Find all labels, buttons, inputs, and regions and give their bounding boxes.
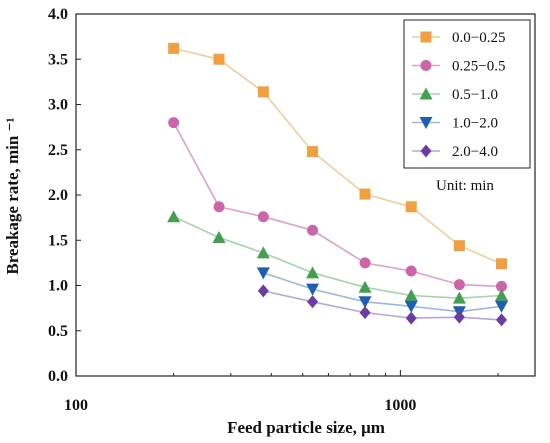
data-point: [453, 240, 465, 252]
data-point: [213, 201, 225, 213]
series-3: [167, 210, 509, 304]
data-point: [405, 311, 417, 325]
series-line: [172, 122, 502, 288]
y-tick-label: 0.5: [48, 323, 68, 340]
data-point: [168, 42, 180, 54]
data-point: [359, 257, 371, 269]
data-point: [359, 306, 371, 320]
legend-marker: [420, 144, 432, 158]
legend-label: 0.0−0.25: [452, 30, 505, 46]
y-tick-label: 1.0: [48, 278, 68, 295]
data-point: [212, 231, 226, 244]
data-point: [453, 279, 465, 291]
data-point: [495, 300, 509, 313]
legend-item: 1.0−2.0: [412, 116, 498, 132]
data-point: [307, 146, 319, 158]
data-point: [307, 295, 319, 309]
y-tick-label: 1.5: [48, 232, 68, 249]
series-2: [168, 117, 508, 292]
legend-label: 0.5−1.0: [452, 87, 498, 103]
data-point: [168, 117, 180, 129]
data-point: [496, 280, 508, 292]
legend-marker: [420, 31, 432, 43]
y-axis-title: Breakage rate, min ⁻¹: [3, 117, 22, 274]
data-point: [358, 296, 372, 309]
y-tick-label: 0.0: [48, 368, 68, 385]
data-point: [453, 310, 465, 324]
x-axis-title: Feed particle size, μm: [227, 418, 385, 437]
axis-ticks: 0.0 0.5 1.0 1.5 2.0 2.5 3.0 3.5 4.0 100 1000: [48, 6, 499, 414]
data-point: [404, 288, 418, 301]
data-point: [404, 300, 418, 313]
data-point: [256, 246, 270, 259]
data-point: [213, 53, 225, 65]
legend-item: 0.5−1.0: [412, 87, 498, 103]
series-line: [173, 47, 502, 265]
y-tick-label: 2.0: [48, 187, 68, 204]
legend-item: 0.0−0.25: [412, 30, 505, 46]
data-point: [306, 266, 320, 279]
data-point: [306, 283, 320, 296]
series-line: [263, 272, 502, 313]
data-point: [452, 291, 466, 304]
data-point: [405, 201, 417, 213]
y-tick-label: 3.0: [48, 97, 68, 114]
data-point: [256, 267, 270, 280]
data-point: [496, 258, 508, 270]
data-point: [307, 224, 319, 236]
y-tick-label: 4.0: [48, 6, 68, 23]
legend-item: 0.25−0.5: [412, 59, 505, 75]
series-4: [256, 267, 509, 319]
data-point: [495, 288, 509, 301]
legend-label: 1.0−2.0: [452, 116, 498, 132]
data-point: [257, 284, 269, 298]
legend-marker: [419, 87, 433, 100]
legend: 0.0−0.25 0.25−0.5 0.5−1.0 1.0−2.0 2.0−4.0: [403, 19, 531, 169]
data-point: [496, 313, 508, 327]
data-point: [257, 86, 269, 98]
legend-label: 2.0−4.0: [452, 144, 498, 160]
series-1: [168, 42, 508, 270]
series-line: [263, 290, 502, 321]
series-group: [167, 42, 509, 327]
data-point: [358, 280, 372, 293]
data-point: [359, 188, 371, 200]
legend-marker: [419, 117, 433, 129]
data-point: [257, 211, 269, 223]
legend-label: 0.25−0.5: [452, 59, 505, 75]
x-tick-label: 1000: [384, 397, 416, 414]
y-tick-label: 2.5: [48, 142, 68, 159]
legend-item: 2.0−4.0: [412, 144, 498, 160]
series-line: [173, 215, 502, 300]
series-5: [257, 284, 508, 327]
y-tick-label: 3.5: [48, 51, 68, 68]
data-point: [167, 210, 181, 223]
data-point: [405, 265, 417, 277]
unit-annotation: Unit: min: [436, 178, 494, 194]
legend-marker: [420, 60, 432, 71]
x-tick-label: 100: [64, 397, 88, 414]
